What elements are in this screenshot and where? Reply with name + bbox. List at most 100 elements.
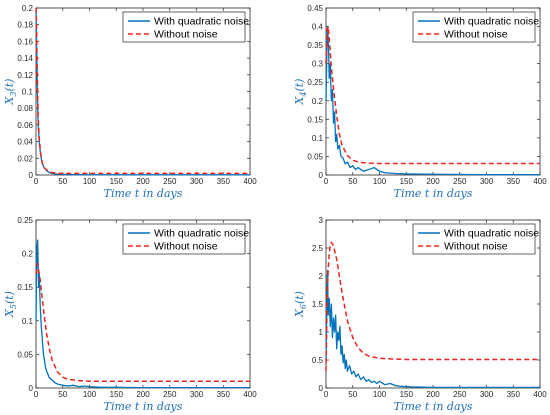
y-tick-label: 0.25 — [307, 78, 323, 87]
legend-label: With quadratic noise — [444, 228, 539, 240]
legend-label: Without noise — [154, 241, 218, 253]
legend-box — [122, 223, 246, 255]
x-tick-label: 250 — [163, 177, 177, 186]
y-tick-label: 1.5 — [312, 300, 324, 309]
chart-x4: 0 50 100 150 200 250 300 350 400 0 0.05 0.1 0.15 0.2 0… — [293, 4, 547, 200]
y-tick-label: 0.02 — [17, 154, 33, 163]
y-tick-label: 0.14 — [17, 54, 33, 63]
y-tick-label: 0 — [29, 171, 34, 180]
legend-label: Without noise — [444, 29, 508, 41]
x-tick-label: 300 — [190, 390, 204, 399]
y-axis-label-tail: (t) — [293, 79, 306, 92]
y-tick-label: 0 — [319, 171, 324, 180]
y-axis-label-main: X — [293, 308, 306, 318]
x-tick-label: 300 — [190, 177, 204, 186]
y-tick-label: 0 — [29, 384, 34, 393]
series-line-with-noise — [35, 239, 250, 389]
y-axis-label: X4(t) — [293, 79, 308, 106]
y-axis-label-sub: 5 — [9, 304, 18, 309]
x-tick-label: 350 — [217, 390, 231, 399]
legend-box — [412, 11, 536, 43]
y-tick-label: 0.12 — [17, 71, 33, 80]
y-tick-label: 0.15 — [307, 115, 323, 124]
y-axis-label: X3(t) — [3, 79, 18, 106]
y-axis-label-sub: 6 — [299, 304, 308, 309]
x-tick-label: 50 — [58, 390, 67, 399]
y-tick-label: 3 — [319, 216, 324, 225]
y-tick-label: 0.5 — [312, 356, 324, 365]
x-tick-label: 100 — [373, 390, 387, 399]
y-tick-label: 0 — [319, 384, 324, 393]
x-tick-label: 200 — [426, 390, 440, 399]
y-axis-label-main: X — [293, 95, 306, 105]
y-axis-label: X5(t) — [3, 291, 18, 318]
y-tick-label: 0.05 — [307, 152, 323, 161]
x-axis-label: Time t in days — [104, 400, 183, 413]
x-tick-label: 400 — [243, 177, 257, 186]
x-tick-label: 350 — [507, 177, 521, 186]
y-tick-label: 0.35 — [307, 41, 323, 50]
legend-box — [412, 223, 536, 255]
x-tick-label: 200 — [136, 390, 150, 399]
y-axis-label-main: X — [3, 308, 16, 318]
x-tick-label: 50 — [58, 177, 67, 186]
y-tick-label: 0.18 — [17, 21, 33, 30]
y-tick-label: 2.5 — [312, 244, 324, 253]
x-tick-label: 0 — [324, 177, 329, 186]
x-axis-label: Time t in days — [394, 187, 473, 200]
x-tick-label: 150 — [400, 177, 414, 186]
legend-label: Without noise — [444, 241, 508, 253]
x-tick-label: 0 — [34, 390, 39, 399]
x-tick-label: 150 — [110, 390, 124, 399]
y-tick-label: 0.2 — [22, 4, 34, 13]
y-axis-label-main: X — [3, 95, 16, 105]
y-axis-label-sub: 4 — [299, 92, 308, 98]
x-tick-label: 400 — [533, 390, 547, 399]
legend-box — [122, 11, 246, 43]
y-tick-label: 0.04 — [17, 138, 33, 147]
y-axis-label: X6(t) — [293, 291, 308, 318]
y-tick-label: 0.2 — [312, 97, 324, 106]
y-tick-label: 0.1 — [22, 317, 34, 326]
chart-x3: 0 50 100 150 200 250 300 350 400 0 0.02 0.04 0.06 0.0… — [3, 4, 257, 200]
y-tick-label: 0.06 — [17, 121, 33, 130]
y-tick-label: 1 — [319, 328, 324, 337]
x-tick-label: 0 — [34, 177, 39, 186]
y-tick-label: 0.2 — [22, 250, 34, 259]
y-axis-label-tail: (t) — [293, 291, 306, 304]
y-axis-label-tail: (t) — [3, 79, 16, 92]
series-line-without-noise — [325, 25, 540, 165]
x-tick-label: 100 — [373, 177, 387, 186]
x-tick-label: 400 — [533, 177, 547, 186]
x-tick-label: 400 — [243, 390, 257, 399]
chart-x6: 0 50 100 150 200 250 300 350 400 0 0.5 1 1.5 2 2.5 3 Wit… — [293, 216, 547, 413]
y-tick-label: 0.25 — [17, 216, 33, 225]
x-tick-label: 300 — [480, 177, 494, 186]
series-line-without-noise — [325, 241, 540, 372]
y-tick-label: 0.3 — [312, 60, 324, 69]
legend-label: With quadratic noise — [154, 228, 249, 240]
y-axis-label-sub: 3 — [9, 92, 18, 97]
x-tick-label: 200 — [426, 177, 440, 186]
x-tick-label: 100 — [83, 177, 97, 186]
x-axis-label: Time t in days — [104, 187, 183, 200]
y-tick-label: 0.08 — [17, 104, 33, 113]
x-tick-label: 50 — [348, 177, 357, 186]
x-tick-label: 250 — [453, 390, 467, 399]
x-tick-label: 300 — [480, 390, 494, 399]
x-tick-label: 250 — [163, 390, 177, 399]
y-tick-label: 0.1 — [312, 134, 324, 143]
x-tick-label: 150 — [110, 177, 124, 186]
legend-label: Without noise — [154, 29, 218, 41]
x-tick-label: 150 — [400, 390, 414, 399]
y-tick-label: 2 — [319, 272, 324, 281]
y-tick-label: 0.05 — [17, 350, 33, 359]
y-tick-label: 0.1 — [22, 88, 34, 97]
x-tick-label: 50 — [348, 390, 357, 399]
x-tick-label: 200 — [136, 177, 150, 186]
x-tick-label: 0 — [324, 390, 329, 399]
